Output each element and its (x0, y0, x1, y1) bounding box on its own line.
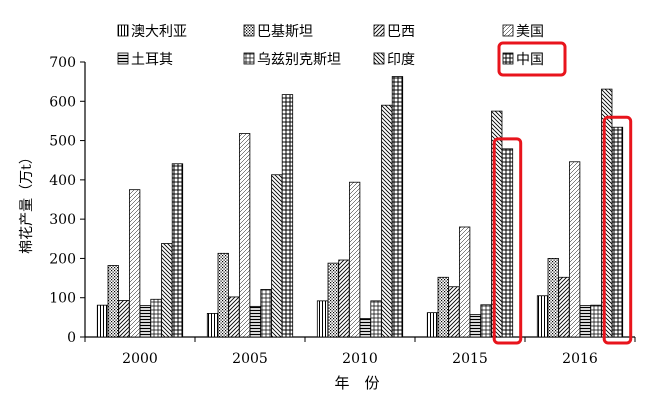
x-tick-label: 2005 (232, 351, 268, 367)
bar (271, 174, 283, 338)
bar (547, 258, 559, 338)
legend-swatch (243, 52, 255, 65)
bar (480, 304, 492, 338)
y-tick-label: 400 (49, 173, 76, 189)
bar (590, 304, 602, 338)
highlight-box (602, 115, 633, 345)
bar (316, 300, 329, 338)
y-axis-label: 棉花产量（万t） (18, 150, 35, 254)
x-tick-label: 2015 (452, 351, 488, 367)
legend-label: 美国 (516, 24, 544, 40)
bar (260, 289, 272, 338)
legend-label: 巴基斯坦 (257, 23, 313, 40)
bar (281, 94, 294, 338)
x-tick-label: 2016 (562, 351, 598, 367)
bar (458, 226, 471, 338)
bar (569, 161, 581, 338)
legend-swatch (502, 52, 514, 65)
y-tick-label: 300 (49, 212, 76, 228)
bar (359, 318, 372, 338)
y-tick-label: 200 (49, 251, 76, 267)
bar (171, 163, 184, 338)
bar (118, 300, 130, 338)
y-tick-label: 500 (49, 134, 76, 150)
legend-label: 中国 (516, 52, 544, 68)
legend-swatch (243, 24, 255, 37)
legend-highlight-box (497, 41, 567, 77)
bar (579, 305, 591, 338)
legend-swatch (117, 24, 129, 37)
legend-label: 印度 (387, 52, 415, 68)
bar (249, 305, 262, 338)
highlight-box (492, 137, 523, 345)
bar (228, 296, 240, 338)
bar (206, 313, 219, 338)
legend-swatch (117, 52, 129, 65)
bars (96, 76, 624, 338)
highlight-boxes (492, 115, 633, 345)
legend-label: 土耳其 (131, 52, 173, 68)
x-tick-label: 2000 (122, 351, 158, 367)
bar (611, 126, 624, 338)
bar (139, 305, 152, 338)
bar (348, 181, 361, 338)
bar (217, 252, 229, 338)
y-tick-label: 600 (49, 94, 76, 110)
bar (150, 298, 162, 338)
bar (338, 259, 350, 338)
x-axis-label: 年 份 (334, 374, 379, 392)
bar (501, 148, 514, 338)
bar (128, 189, 141, 338)
y-tick-label: 100 (49, 291, 76, 307)
legend-label: 巴西 (387, 24, 415, 40)
legend-label: 乌兹别克斯坦 (257, 52, 341, 68)
bar (536, 295, 549, 338)
axes: 0 100 200 300 400 500 600 700 2000 2005 2010 2015 20… (49, 55, 636, 367)
bar (448, 286, 460, 338)
legend-swatch (502, 24, 514, 37)
bar (469, 314, 482, 338)
legend-swatch (373, 24, 385, 37)
bar (437, 276, 449, 338)
bar (381, 104, 393, 338)
y-tick-label: 0 (67, 330, 76, 346)
bar (370, 300, 382, 338)
bar (327, 262, 339, 338)
y-tick-label: 700 (49, 55, 76, 71)
bar (558, 276, 570, 338)
bar (426, 312, 439, 338)
legend-swatch (373, 52, 385, 65)
bar (238, 133, 251, 338)
legend-label: 澳大利亚 (131, 24, 187, 40)
bar (391, 76, 404, 338)
bar (107, 265, 119, 338)
bar (96, 304, 109, 338)
x-tick-label: 2010 (342, 351, 378, 367)
bar (161, 243, 173, 338)
